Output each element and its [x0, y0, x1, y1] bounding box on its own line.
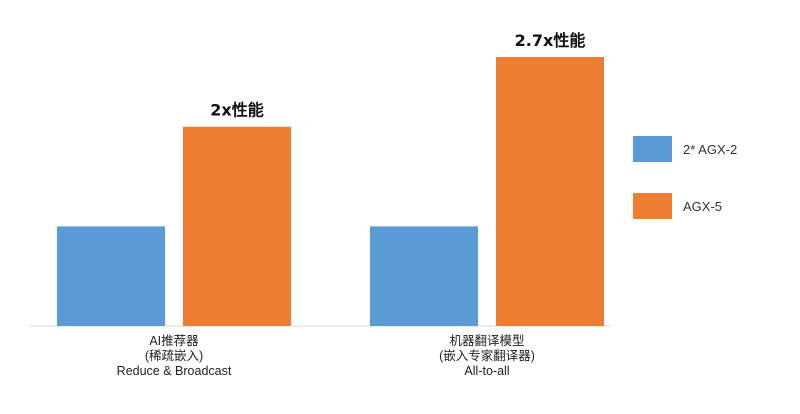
- legend-label-agx2: 2* AGX-2: [683, 142, 738, 157]
- bar-annotation-1: 2.7x性能: [515, 31, 586, 50]
- bar-agx5-category-0: [183, 126, 291, 326]
- category-label-1: 机器翻译模型 (嵌入专家翻译器) All-to-all: [377, 334, 597, 379]
- bar-agx2-category-0: [57, 226, 165, 326]
- category-label-1-line-2: (嵌入专家翻译器): [439, 349, 535, 363]
- legend-label-agx5: AGX-5: [683, 199, 723, 214]
- category-label-1-line-1: 机器翻译模型: [449, 334, 525, 348]
- bars-group: 2x性能 2.7x性能: [57, 31, 604, 326]
- legend-item-agx5: AGX-5: [633, 193, 793, 219]
- legend-item-agx2: 2* AGX-2: [633, 136, 793, 162]
- bar-annotation-0: 2x性能: [210, 101, 263, 120]
- legend-swatch-agx2: [633, 136, 672, 162]
- category-label-0-line-3: Reduce & Broadcast: [116, 364, 232, 378]
- category-label-0-line-1: AI推荐器: [149, 334, 199, 348]
- category-label-0: AI推荐器 (稀疏嵌入) Reduce & Broadcast: [64, 334, 284, 379]
- bar-agx5-category-1: [496, 57, 604, 326]
- bar-agx2-category-1: [370, 226, 478, 326]
- category-label-1-line-3: All-to-all: [464, 364, 510, 378]
- category-label-0-line-2: (稀疏嵌入): [144, 349, 204, 363]
- legend-swatch-agx5: [633, 193, 672, 219]
